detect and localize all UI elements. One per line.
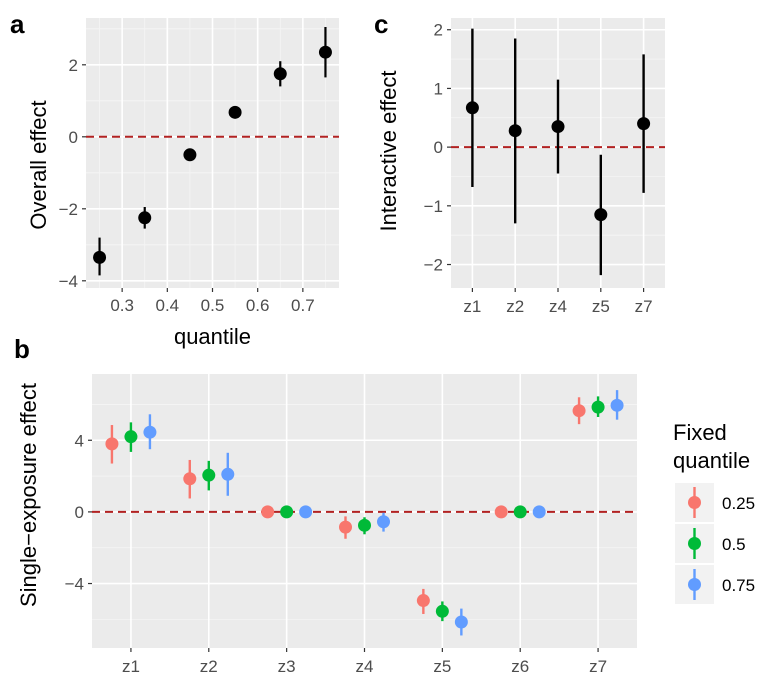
data-point: [551, 120, 565, 134]
data-point: [138, 211, 152, 225]
data-point-0.5: [124, 430, 138, 444]
panel-b-single-exposure-effect: z1 z2 z3 z4 z5 z6 z7 −4 0 4 Single−exposure effect: [16, 374, 637, 675]
data-point: [594, 208, 608, 222]
y-tick-label: −4: [65, 575, 84, 594]
legend-label: 0.25: [722, 494, 755, 513]
x-tick-label: 0.4: [156, 296, 180, 315]
legend-title-line-1: Fixed: [673, 420, 727, 445]
data-point: [318, 45, 332, 59]
y-tick-label: 4: [75, 431, 84, 450]
data-point-0.75: [454, 615, 468, 629]
x-tick-label: 0.7: [291, 296, 315, 315]
data-point-0.75: [377, 515, 390, 529]
y-axis-title: Single−exposure effect: [16, 383, 41, 607]
x-tick-label: z6: [511, 657, 529, 675]
x-tick-label: z4: [549, 297, 567, 316]
x-tick-label: z1: [463, 297, 481, 316]
data-point: [93, 250, 107, 264]
y-tick-label: −2: [59, 200, 78, 219]
x-tick-label: 0.6: [246, 296, 270, 315]
x-tick-label: z2: [506, 297, 524, 316]
y-tick-label: 2: [434, 21, 443, 40]
x-tick-label: z4: [356, 657, 374, 675]
data-point-0.5: [202, 468, 216, 482]
y-axis-title: Overall effect: [26, 100, 51, 229]
y-tick-label: −1: [424, 197, 443, 216]
x-tick-label: z1: [122, 657, 140, 675]
data-point-0.5: [591, 400, 605, 414]
x-tick-label: z7: [635, 297, 653, 316]
x-tick-label: z7: [589, 657, 607, 675]
data-point-0.25: [339, 520, 352, 534]
x-tick-label: z5: [592, 297, 610, 316]
legend-key-point: [688, 496, 701, 509]
data-point-0.75: [143, 425, 157, 439]
data-point: [228, 105, 242, 119]
data-point-0.75: [221, 467, 235, 481]
y-tick-label: 0: [75, 503, 84, 522]
data-point-0.25: [416, 594, 430, 608]
x-axis-title: quantile: [174, 324, 251, 349]
legend-label: 0.5: [722, 535, 746, 554]
y-tick-label: 0: [434, 138, 443, 157]
panel-c-interactive-effect: z1 z2 z4 z5 z7 −2 −1 0 1 2 Interactive effect: [376, 18, 665, 316]
panel-tag-c: c: [374, 9, 388, 39]
data-point-0.25: [183, 472, 197, 486]
data-point: [183, 148, 197, 162]
data-point: [637, 117, 651, 131]
y-tick-label: −2: [424, 256, 443, 275]
data-point-0.75: [532, 505, 546, 519]
data-point-0.25: [572, 404, 586, 418]
data-point-0.25: [261, 505, 275, 519]
y-tick-label: 1: [434, 79, 443, 98]
data-point-0.5: [513, 505, 527, 519]
x-tick-label: 0.5: [201, 296, 225, 315]
panel-tag-a: a: [10, 9, 25, 39]
legend-key-point: [688, 578, 701, 591]
data-point-0.75: [610, 398, 624, 412]
data-point-0.25: [494, 505, 508, 519]
x-tick-label: z2: [200, 657, 218, 675]
data-point-0.5: [280, 505, 294, 519]
legend-label: 0.75: [722, 576, 755, 595]
x-tick-label: z3: [278, 657, 296, 675]
x-tick-label: z5: [433, 657, 451, 675]
y-tick-label: 2: [69, 56, 78, 75]
data-point-0.5: [358, 518, 371, 532]
data-point-0.5: [435, 604, 449, 618]
y-axis-title: Interactive effect: [376, 70, 401, 231]
data-point: [273, 67, 287, 81]
legend-fixed-quantile: Fixed quantile 0.25 0.5 0.75: [673, 420, 755, 604]
data-point-0.75: [299, 505, 313, 519]
panel-a-overall-effect: 0.3 0.4 0.5 0.6 0.7 −4 −2 0 2 quantile Overall eff…: [26, 18, 339, 349]
data-point: [465, 101, 479, 115]
panel-tag-b: b: [14, 334, 30, 364]
y-tick-label: −4: [59, 272, 78, 291]
legend-key-point: [688, 537, 701, 550]
y-tick-label: 0: [69, 128, 78, 147]
data-point-0.25: [105, 437, 119, 451]
x-tick-label: 0.3: [110, 296, 134, 315]
legend-title-line-2: quantile: [673, 448, 750, 473]
data-point: [508, 124, 522, 138]
